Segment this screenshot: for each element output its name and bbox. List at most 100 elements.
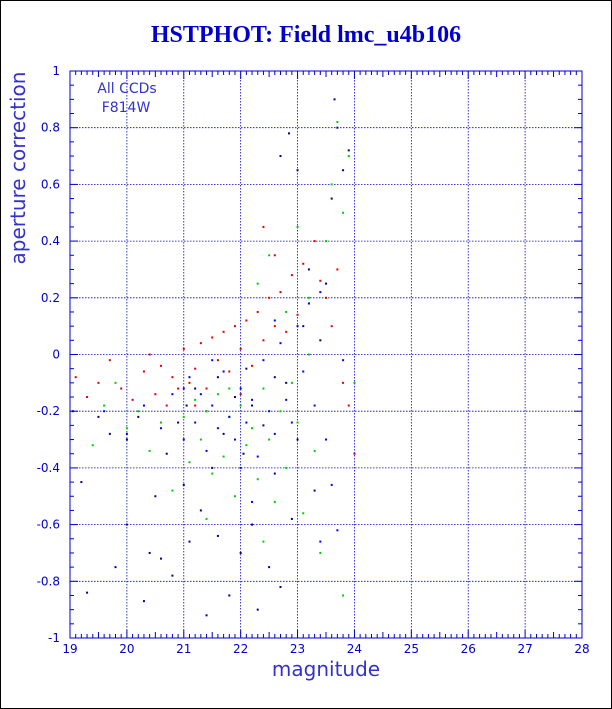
data-point <box>273 319 276 322</box>
data-point <box>154 393 157 396</box>
data-point <box>273 325 276 328</box>
data-point <box>307 302 310 305</box>
x-tick-label: 21 <box>176 642 191 656</box>
data-point <box>313 404 316 407</box>
data-point <box>182 347 185 350</box>
data-point <box>290 381 293 384</box>
data-point <box>131 398 134 401</box>
x-axis-label: magnitude <box>272 657 380 681</box>
data-point <box>273 376 276 379</box>
data-point <box>125 432 128 435</box>
data-point <box>182 438 185 441</box>
data-point <box>330 325 333 328</box>
data-point <box>279 342 282 345</box>
data-point <box>302 325 305 328</box>
data-point <box>233 325 236 328</box>
data-point <box>205 410 208 413</box>
data-point <box>177 387 180 390</box>
data-point <box>211 404 214 407</box>
data-point <box>160 364 163 367</box>
data-point <box>194 398 197 401</box>
y-axis-label: aperture correction <box>6 72 30 265</box>
y-tick-label: 0.8 <box>41 121 60 135</box>
data-point <box>285 466 288 469</box>
data-point <box>148 551 151 554</box>
data-point <box>285 330 288 333</box>
data-point <box>171 489 174 492</box>
data-point <box>160 427 163 430</box>
y-tick-label: -0.8 <box>37 574 60 588</box>
y-tick-label: -0.6 <box>37 518 60 532</box>
data-point <box>188 376 191 379</box>
data-point <box>307 268 310 271</box>
data-point <box>296 421 299 424</box>
x-tick-label: 24 <box>347 642 362 656</box>
data-point <box>125 438 128 441</box>
data-point <box>245 421 248 424</box>
data-point <box>199 393 202 396</box>
data-point <box>194 421 197 424</box>
data-point <box>262 339 265 342</box>
data-point <box>268 410 271 413</box>
data-point <box>296 225 299 228</box>
data-point <box>273 472 276 475</box>
data-point <box>199 509 202 512</box>
data-point <box>262 540 265 543</box>
data-point <box>182 387 185 390</box>
data-point <box>222 370 225 373</box>
data-point <box>160 557 163 560</box>
data-point <box>86 591 89 594</box>
x-tick-label: 23 <box>290 642 305 656</box>
data-point <box>296 313 299 316</box>
data-point <box>336 121 339 124</box>
data-point <box>188 381 191 384</box>
data-point <box>319 291 322 294</box>
x-tick-label: 20 <box>119 642 134 656</box>
data-point <box>273 254 276 257</box>
data-point <box>347 404 350 407</box>
data-point <box>160 421 163 424</box>
data-point <box>228 370 231 373</box>
data-point <box>222 330 225 333</box>
data-point <box>290 274 293 277</box>
data-point <box>148 449 151 452</box>
data-point <box>347 155 350 158</box>
data-point <box>74 376 77 379</box>
data-point <box>290 421 293 424</box>
data-point <box>103 404 106 407</box>
axis-ticks <box>69 70 583 639</box>
data-point <box>125 427 128 430</box>
data-point <box>103 410 106 413</box>
data-point <box>251 398 254 401</box>
data-point <box>216 427 219 430</box>
data-point <box>97 381 100 384</box>
x-tick-label: 22 <box>233 642 248 656</box>
data-point <box>256 310 259 313</box>
data-point <box>194 404 197 407</box>
data-point <box>251 500 254 503</box>
y-tick-label: 0.4 <box>41 234 60 248</box>
data-point <box>142 404 145 407</box>
data-point <box>211 466 214 469</box>
data-point <box>319 279 322 282</box>
data-point <box>165 404 168 407</box>
data-point <box>216 359 219 362</box>
data-point <box>211 472 214 475</box>
data-point <box>228 415 231 418</box>
data-point <box>313 240 316 243</box>
data-point <box>233 438 236 441</box>
data-point <box>307 296 310 299</box>
data-point <box>205 449 208 452</box>
data-point <box>268 254 271 257</box>
x-tick-label: 28 <box>574 642 589 656</box>
data-point <box>97 415 100 418</box>
data-point <box>302 370 305 373</box>
data-point <box>330 197 333 200</box>
data-point <box>288 132 291 135</box>
data-point <box>245 367 248 370</box>
grid-lines <box>70 71 582 638</box>
data-point <box>333 98 336 101</box>
data-point <box>185 404 188 407</box>
x-tick-label: 27 <box>517 642 532 656</box>
data-point <box>239 551 242 554</box>
